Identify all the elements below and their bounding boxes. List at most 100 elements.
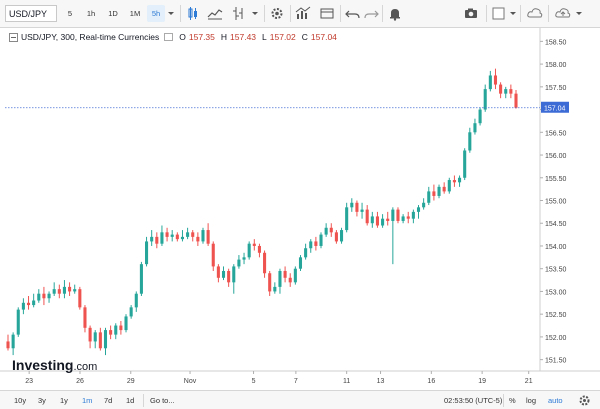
candle-body	[473, 123, 477, 133]
gear-icon[interactable]	[268, 5, 286, 22]
legend-title: USD/JPY, 300, Real-time Currencies	[21, 32, 160, 42]
legend-open: 157.35	[188, 32, 215, 42]
legend-close: 157.04	[310, 32, 337, 42]
templates-icon[interactable]	[318, 5, 336, 22]
candle-body	[329, 227, 333, 233]
x-tick-label: 21	[525, 378, 533, 385]
cloud-dropdown-icon[interactable]	[574, 5, 584, 22]
timeframe-1m[interactable]: 1M	[129, 9, 141, 18]
x-tick-label: 16	[427, 378, 435, 385]
investing-watermark: Investing.com	[12, 357, 97, 373]
candle-body	[216, 266, 220, 278]
candle-body	[119, 325, 123, 331]
auto-toggle[interactable]: auto	[548, 396, 563, 405]
range-3y[interactable]: 3y	[38, 396, 46, 405]
cloud-save-icon[interactable]	[526, 5, 544, 22]
candle-body	[103, 330, 108, 349]
bottom-settings-gear-icon[interactable]	[578, 394, 591, 407]
range-10y[interactable]: 10y	[14, 396, 27, 405]
range-7d[interactable]: 7d	[104, 396, 113, 405]
undo-icon[interactable]	[344, 5, 362, 22]
candle-body	[493, 75, 498, 85]
candle-body	[139, 264, 143, 294]
candle-body	[360, 209, 364, 212]
candle-body	[370, 216, 374, 224]
timeframe-1h[interactable]: 1h	[86, 9, 96, 18]
y-tick-label: 157.50	[545, 85, 567, 92]
candle-body	[134, 293, 138, 308]
candle-body	[396, 209, 400, 221]
last-price-label: 157.04	[544, 106, 566, 113]
candle-body	[232, 266, 236, 283]
candle-body	[221, 270, 226, 278]
candle-body	[165, 232, 169, 237]
cloud-load-icon[interactable]	[554, 5, 572, 22]
candle-body	[283, 270, 287, 278]
candle-body	[447, 180, 451, 192]
legend-close-key: C	[301, 32, 308, 42]
bottom-separator	[503, 394, 504, 407]
clock-readout: 02:53:50 (UTC-5)	[444, 396, 503, 405]
watermark-suffix: .com	[73, 361, 98, 373]
timeframe-1d[interactable]: 1D	[108, 9, 118, 18]
layout-icon[interactable]	[490, 5, 508, 22]
camera-icon[interactable]	[462, 5, 480, 22]
candle-body	[268, 273, 272, 292]
candle-body	[257, 245, 261, 253]
range-1y[interactable]: 1y	[60, 396, 68, 405]
layout-dropdown-icon[interactable]	[508, 5, 518, 22]
candle-body	[375, 216, 379, 226]
drawing-dropdown-icon[interactable]	[250, 5, 260, 22]
drawing-tools-icon[interactable]	[230, 5, 248, 22]
candle-body	[468, 132, 472, 151]
x-tick-label: 29	[127, 378, 135, 385]
log-toggle[interactable]: log	[526, 396, 537, 405]
candle-body	[422, 202, 426, 208]
timeframe-5h[interactable]: 5h	[147, 5, 165, 22]
candle-body	[263, 252, 267, 274]
toolbar-separator	[180, 5, 181, 22]
range-1m[interactable]: 1m	[82, 396, 93, 405]
candle-body	[62, 286, 66, 294]
collapse-legend-icon[interactable]	[9, 32, 18, 42]
candle-body	[26, 302, 31, 306]
alert-bell-icon[interactable]	[386, 5, 404, 22]
candle-body	[21, 302, 25, 310]
candle-body	[150, 236, 154, 242]
candle-body	[78, 289, 82, 308]
candle-body	[145, 241, 149, 265]
candle-body	[319, 234, 323, 246]
y-tick-label: 154.00	[545, 244, 567, 251]
candle-body	[391, 209, 395, 221]
y-tick-label: 152.50	[545, 312, 567, 319]
candle-body	[98, 332, 102, 349]
symbol-input[interactable]: USD/JPY	[5, 5, 57, 22]
candle-body	[304, 248, 308, 258]
candle-body	[309, 241, 313, 249]
chart-legend: USD/JPY, 300, Real-time Currencies O 157.…	[9, 32, 337, 42]
candle-body	[350, 202, 354, 208]
candle-body	[278, 270, 282, 287]
candle-body	[432, 191, 436, 196]
candle-body	[416, 207, 421, 212]
y-tick-label: 156.50	[545, 130, 567, 137]
goto-button[interactable]: Go to...	[150, 396, 175, 405]
candle-body	[52, 289, 56, 294]
y-tick-label: 153.00	[545, 289, 567, 296]
candle-body	[37, 293, 41, 301]
redo-icon[interactable]	[362, 5, 380, 22]
compare-icon[interactable]	[294, 5, 312, 22]
candle-body	[293, 268, 297, 283]
toolbar-separator	[382, 5, 383, 22]
timeframe-dropdown-icon[interactable]	[166, 5, 176, 22]
candle-style-icon[interactable]	[184, 5, 202, 22]
timeframe-5[interactable]: 5	[67, 9, 73, 18]
candle-body	[32, 300, 36, 306]
candle-body	[483, 89, 487, 110]
legend-settings-icon[interactable]	[164, 33, 174, 41]
y-tick-label: 155.00	[545, 199, 567, 206]
indicators-icon[interactable]	[206, 5, 224, 22]
percent-toggle[interactable]: %	[509, 396, 516, 405]
range-1d[interactable]: 1d	[126, 396, 135, 405]
candlestick-chart[interactable]: 158.50158.00157.50157.00156.50156.00155.…	[0, 28, 600, 390]
